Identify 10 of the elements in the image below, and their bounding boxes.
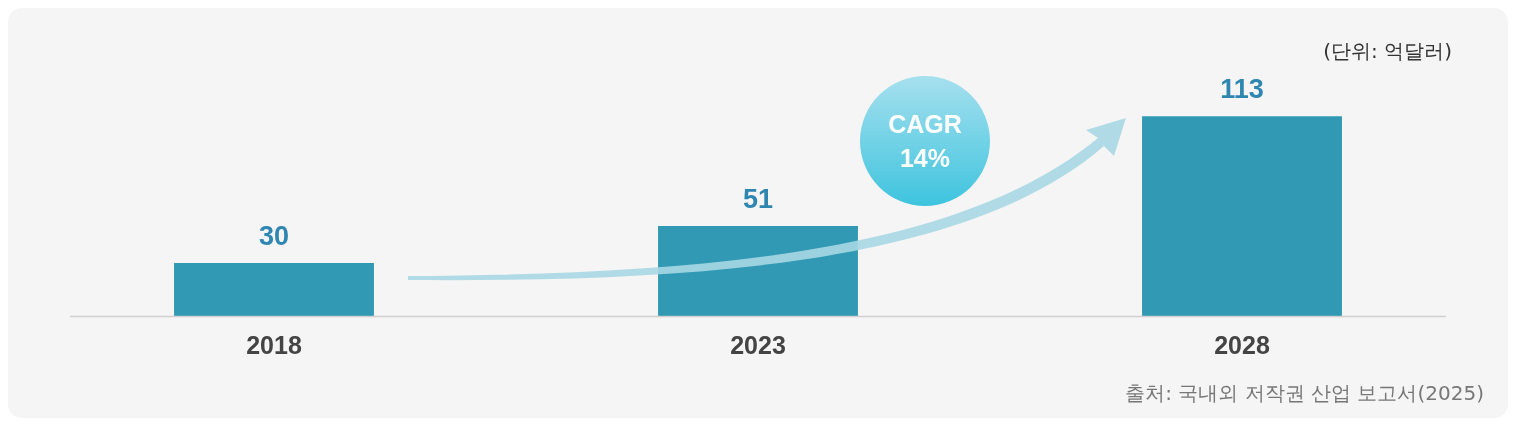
text: (단위: 억달러) (1323, 38, 1452, 65)
data-label: 113 (1220, 74, 1264, 105)
x-tick-label: 2018 (246, 330, 302, 359)
data-label: 51 (742, 183, 774, 214)
x-tick-label: 2023 (730, 330, 786, 359)
source-note: 출처: 국내외 저작권 산업 보고서(2025) (1125, 380, 1484, 407)
data-label: 30 (258, 220, 290, 251)
circle-badge: CAGR 14% (860, 76, 990, 206)
x-tick-label: 2028 (1214, 330, 1270, 359)
annotation: CAGR 14% (887, 109, 963, 174)
